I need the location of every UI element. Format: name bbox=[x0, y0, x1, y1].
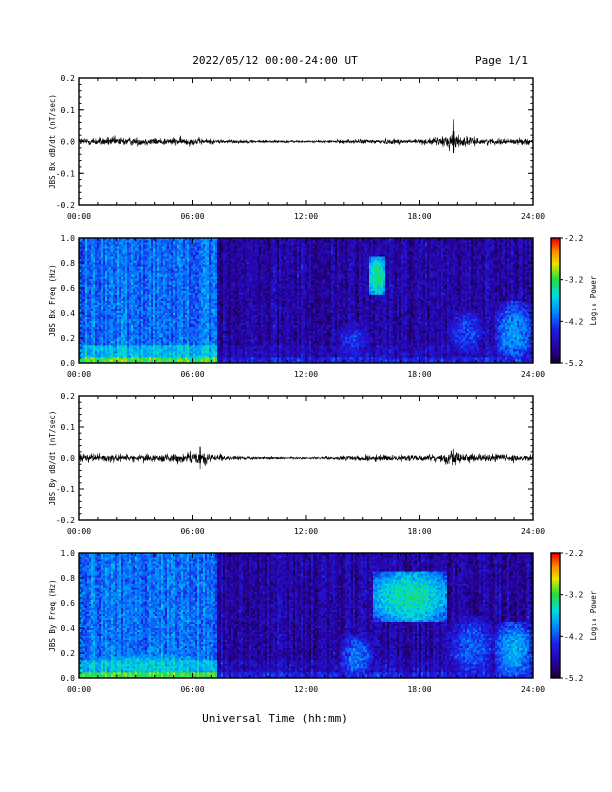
x-tick-label: 12:00 bbox=[294, 212, 318, 221]
panels: 0.2 0.1 0.0 -0.1 -0.2 JBS Bx dB/dt (nT/sec) 00… bbox=[48, 74, 598, 694]
y-tick-label: 0.2 bbox=[61, 74, 76, 83]
spectrogram-cells bbox=[79, 238, 533, 363]
y-axis-label: JBS Bx dB/dt (nT/sec) bbox=[48, 94, 57, 189]
y-tick-label: -0.1 bbox=[56, 169, 75, 178]
signal-trace bbox=[79, 119, 533, 153]
y-tick-label: 0.0 bbox=[61, 138, 76, 147]
x-tick-label: 18:00 bbox=[407, 212, 431, 221]
x-tick-label: 06:00 bbox=[180, 212, 204, 221]
y-tick-label: -0.2 bbox=[56, 201, 75, 210]
y-tick-label: 0.1 bbox=[61, 106, 76, 115]
page-indicator: Page 1/1 bbox=[475, 54, 528, 67]
plot-title: 2022/05/12 00:00-24:00 UT bbox=[192, 54, 358, 67]
x-tick-label: 24:00 bbox=[521, 212, 545, 221]
x-tick-label: 00:00 bbox=[67, 212, 91, 221]
time-series-panel-0: 0.2 0.1 0.0 -0.1 -0.2 JBS Bx dB/dt (nT/sec) 00… bbox=[48, 74, 545, 221]
